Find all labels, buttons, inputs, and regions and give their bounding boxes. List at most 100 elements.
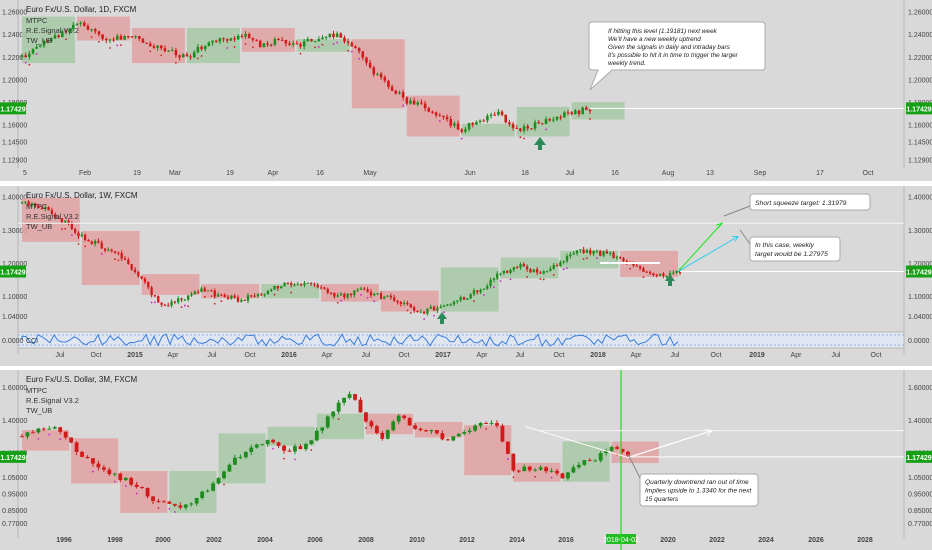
candle-body: [353, 394, 357, 400]
candle-body: [61, 31, 64, 38]
candle-body: [93, 240, 97, 244]
signal-dot: [519, 136, 522, 139]
projection-arrowhead: [732, 236, 739, 242]
signal-dot: [272, 447, 275, 450]
candle-body: [396, 300, 399, 303]
candle-body: [453, 123, 456, 126]
indicator-legend-label[interactable]: MTPC: [26, 16, 48, 25]
signal-dot: [317, 45, 320, 48]
candle-body: [446, 304, 449, 306]
candle-body: [482, 120, 486, 122]
candle-body: [108, 39, 112, 41]
candle-body: [346, 41, 350, 43]
candle-body: [622, 258, 625, 261]
candle-body: [167, 501, 172, 504]
candle-body: [244, 33, 247, 37]
candle-body: [366, 289, 369, 292]
signal-dot: [629, 267, 632, 270]
indicator-legend-label[interactable]: TW_UB: [26, 36, 52, 45]
candle-body: [147, 282, 150, 288]
x-tick-label: Oct: [871, 352, 882, 359]
signal-dot: [582, 258, 585, 260]
candle-body: [495, 423, 499, 426]
candle-body: [615, 256, 619, 258]
price-tag-left-bg: [0, 102, 26, 115]
candle-body: [123, 477, 128, 481]
candle-body: [390, 86, 394, 91]
candle-body: [379, 293, 383, 299]
candle-body: [545, 271, 549, 273]
signal-dot: [562, 268, 565, 271]
candle-body: [555, 265, 559, 267]
candle-body: [529, 269, 532, 273]
signal-dot: [117, 259, 120, 262]
signal-zone-box: [513, 462, 561, 482]
signal-dot: [24, 61, 27, 64]
candle-body: [260, 294, 263, 296]
indicator-legend-label[interactable]: R.E.Signal V3.2: [26, 26, 79, 35]
candle-body: [277, 38, 280, 40]
candle-body: [280, 39, 284, 41]
candle-body: [642, 268, 645, 272]
signal-dot: [485, 428, 487, 430]
indicator-legend-label[interactable]: TW_UB: [26, 222, 52, 231]
y-tick-label: 1.05000: [908, 475, 932, 482]
chart-title[interactable]: Euro Fx/U.S. Dollar, 1W, FXCM: [26, 191, 138, 200]
chart-title[interactable]: Euro Fx/U.S. Dollar, 3M, FXCM: [26, 375, 137, 384]
indicator-legend-label[interactable]: MTPC: [26, 202, 48, 211]
projection-line: [627, 430, 713, 459]
panel-separator[interactable]: [0, 181, 932, 186]
price-tag-left: 1.17429: [0, 270, 25, 277]
indicator-legend-label[interactable]: TW_UB: [26, 406, 52, 415]
candle-body: [220, 294, 223, 296]
candle-body: [406, 302, 409, 305]
annotation-callout[interactable]: [588, 21, 766, 91]
candle-body: [469, 294, 472, 299]
annotation-callout[interactable]: [749, 236, 841, 262]
signal-zone-box: [186, 27, 240, 64]
candle-body: [282, 445, 286, 451]
candle-body: [196, 291, 200, 293]
indicator-legend-label[interactable]: MTPC: [26, 386, 48, 395]
signal-dot: [135, 492, 138, 495]
candle-body: [423, 103, 427, 109]
candle-body: [456, 123, 460, 130]
annotation-callout[interactable]: [749, 193, 871, 211]
candle-body: [376, 73, 379, 75]
candle-body: [205, 490, 210, 492]
candle-body: [100, 242, 103, 249]
candle-body: [57, 217, 60, 219]
candle-body: [119, 35, 123, 40]
candle-body: [585, 107, 588, 110]
candle-body: [538, 467, 543, 470]
panel-separator[interactable]: [0, 366, 932, 370]
chart-title[interactable]: Euro Fx/U.S. Dollar, 1D, FXCM: [26, 5, 137, 14]
signal-dot: [483, 294, 485, 296]
y-tick-label-left: 1.30000: [2, 228, 27, 235]
annotation-line: Short squeeze target: 1.31979: [755, 200, 847, 207]
candle-body: [604, 450, 609, 454]
candle-body: [626, 451, 630, 456]
annotation-line: In this case, weekly: [755, 242, 815, 249]
candle-body: [593, 460, 598, 462]
indicator-legend-label[interactable]: R.E.Signal V3.2: [26, 212, 79, 221]
x-tick-label: 19: [133, 170, 141, 177]
cci-label[interactable]: CCI: [26, 338, 38, 345]
candle-body: [499, 273, 502, 275]
candle-body: [316, 284, 319, 288]
candle-body: [472, 290, 476, 295]
indicator-legend-label[interactable]: R.E.Signal V3.2: [26, 396, 79, 405]
candle-body: [118, 473, 123, 481]
candle-body: [533, 122, 537, 129]
daily-chart-panel[interactable]: 1.26000 1.26000 1.24000 1.24000 1.22000 1.220…: [0, 0, 932, 180]
candle-body: [500, 111, 504, 115]
quarterly-chart-panel[interactable]: 1.600001.600001.400001.400001.200001.200…: [0, 370, 932, 550]
annotation-callout[interactable]: [639, 473, 759, 507]
candle-body: [69, 437, 74, 443]
weekly-chart-panel[interactable]: 1.40000 1.40000 1.30000 1.30000 1.20000 1.200…: [0, 186, 932, 366]
candle-body: [266, 290, 270, 295]
price-tag-left-bg: [0, 265, 26, 278]
signal-dot: [59, 438, 62, 441]
signal-dot: [149, 50, 152, 53]
candle-body: [331, 411, 336, 417]
